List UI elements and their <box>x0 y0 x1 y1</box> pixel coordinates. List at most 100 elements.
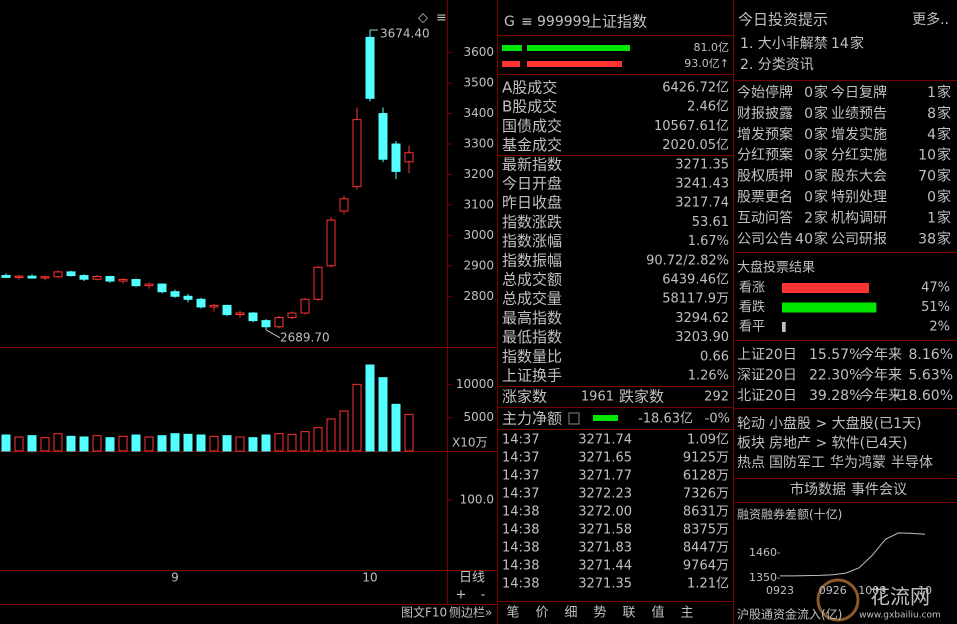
panel-tab[interactable]: 价 <box>535 606 548 621</box>
tick-volume: 9125万 <box>683 451 729 466</box>
panel-tab[interactable]: 主 <box>680 606 693 621</box>
y-tick-label: 2900 <box>463 258 494 272</box>
tick-price: 3271.35 <box>578 577 632 592</box>
candle-body <box>404 152 414 163</box>
menu-icon[interactable]: ≡ <box>521 14 533 30</box>
stat-label: 基金成交 <box>502 136 562 154</box>
diamond-icon[interactable]: ◇ <box>418 11 428 26</box>
notice-unit: 家 <box>937 209 951 226</box>
notice-label[interactable]: 股权质押 <box>737 169 793 185</box>
notice-label[interactable]: 公司公告 <box>737 231 793 247</box>
flow-out: 93.0亿↑ <box>684 57 729 70</box>
volume-bar <box>222 435 232 452</box>
stat-value: 10567.61亿 <box>654 119 729 134</box>
f10-button[interactable]: 图文F10 <box>401 605 447 620</box>
volume-bar <box>131 434 141 452</box>
notice-count: 0 <box>927 190 936 206</box>
down-count: 292 <box>704 390 729 405</box>
panel-tab[interactable]: 笔 <box>506 605 519 621</box>
sidebar-button[interactable]: 侧边栏» <box>449 605 492 620</box>
low-annotation: 2689.70 <box>280 330 330 344</box>
candle-body <box>248 312 258 322</box>
notice-label[interactable]: 增发预案 <box>737 126 793 143</box>
notice-label[interactable]: 互动问答 <box>737 209 793 226</box>
candle-body <box>14 275 24 278</box>
notice-label[interactable]: 今日复牌 <box>831 84 887 101</box>
volume-bar <box>183 433 193 452</box>
candle-body <box>274 317 284 328</box>
menu-icon[interactable]: ≡ <box>436 11 447 26</box>
rotation-text: 房地产 > 软件(已4天) <box>769 436 907 452</box>
y-tick-label: 100.0 <box>460 492 494 506</box>
market-tab[interactable]: 市场数据 <box>790 481 846 498</box>
y-tick-label: 1460 <box>749 546 777 559</box>
event-tab[interactable]: 事件会议 <box>851 482 907 498</box>
notice-count: 8 <box>927 106 936 122</box>
hot-item[interactable]: 国防军工 <box>769 455 825 471</box>
volume-bar <box>365 364 375 452</box>
vote-label[interactable]: 看跌 <box>739 299 765 315</box>
candle-body <box>352 119 362 188</box>
candle-body <box>53 271 63 278</box>
notice-label[interactable]: 股票更名 <box>737 190 793 206</box>
volume-bar <box>209 435 219 452</box>
stock-name: 上证指数 <box>587 13 647 31</box>
candle-body <box>196 298 206 308</box>
candle-body <box>313 266 323 300</box>
tick-volume: 8447万 <box>683 541 729 556</box>
notice-unit: 家 <box>814 147 828 164</box>
notice-unit: 家 <box>937 105 951 122</box>
candle-body <box>326 219 336 267</box>
panel-tab[interactable]: 势 <box>593 605 606 621</box>
rotation-label: 板块 <box>737 436 765 452</box>
notice-count: 0 <box>804 85 813 101</box>
hot-item[interactable]: 半导体 <box>891 455 933 471</box>
notice-label[interactable]: 业绩预告 <box>831 106 887 122</box>
hot-item[interactable]: 华为鸿蒙 <box>830 454 886 471</box>
period-button[interactable]: 日线 <box>459 571 485 586</box>
notice-label[interactable]: 增发实施 <box>831 127 887 143</box>
notice-label[interactable]: 特别处理 <box>831 190 887 206</box>
volume-bar <box>118 435 128 452</box>
notice-count: 10 <box>918 148 936 164</box>
vote-pct: 51% <box>921 300 950 315</box>
notice-label[interactable]: 分红实施 <box>831 148 887 164</box>
notice-count: 1 <box>927 85 936 101</box>
y-tick-label: 2800 <box>463 289 494 303</box>
tip-item[interactable]: 2. 分类资讯 <box>740 57 814 73</box>
notice-unit: 家 <box>937 230 951 247</box>
perf-label: 北证20日 <box>737 388 797 404</box>
volume-bar <box>391 403 401 452</box>
notice-unit: 家 <box>814 209 828 226</box>
candle-body <box>170 291 180 297</box>
volume-bar <box>92 435 102 452</box>
notice-count: 2 <box>804 210 813 226</box>
zoom-out[interactable]: - <box>481 588 486 603</box>
candle-body <box>92 275 102 280</box>
volume-bar <box>300 431 310 452</box>
tick-volume: 8375万 <box>683 523 729 538</box>
vote-label[interactable]: 看涨 <box>739 280 765 296</box>
notice-label[interactable]: 公司研报 <box>831 231 887 247</box>
stat-value: 1.67% <box>688 234 729 249</box>
tick-price: 3271.74 <box>578 433 632 448</box>
panel-tab[interactable]: 联 <box>622 606 635 621</box>
panel-tab[interactable]: 细 <box>564 606 577 621</box>
volume-bar <box>274 433 284 452</box>
panel-tab[interactable]: 值 <box>651 605 664 621</box>
volume-bar <box>352 383 362 452</box>
zoom-in[interactable]: + <box>456 588 467 603</box>
notice-label[interactable]: 股东大会 <box>831 169 887 185</box>
notice-label[interactable]: 机构调研 <box>831 210 887 226</box>
flow-in: 81.0亿 <box>694 41 730 54</box>
vote-label[interactable]: 看平 <box>739 319 765 335</box>
notice-label[interactable]: 今始停牌 <box>737 84 793 101</box>
notice-label[interactable]: 分红预案 <box>737 147 793 164</box>
notice-count: 0 <box>804 106 813 122</box>
notice-label[interactable]: 财报披露 <box>737 106 793 122</box>
more-link[interactable]: 更多.. <box>912 11 949 28</box>
tip-item[interactable]: 1. 大小非解禁 <box>740 36 828 52</box>
stat-value: 6439.46亿 <box>662 273 729 288</box>
